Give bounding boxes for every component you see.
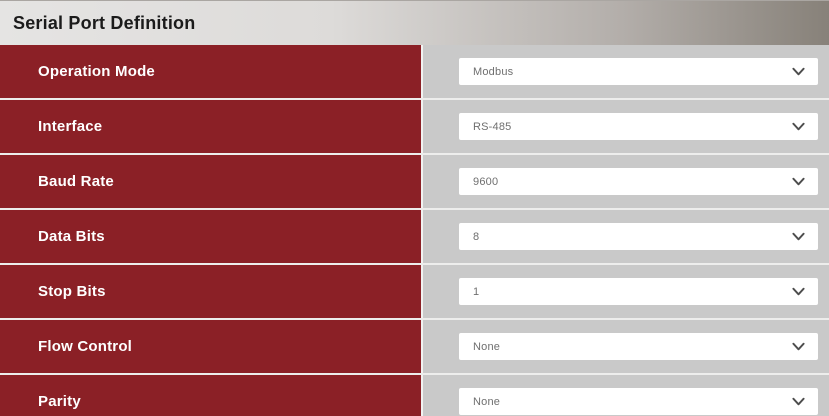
row-label: Stop Bits [38,283,106,300]
interface-select[interactable]: RS-485 [459,113,818,140]
flow-control-select[interactable]: None [459,333,818,360]
chevron-down-icon [792,287,805,296]
chevron-down-icon [792,232,805,241]
row-label: Flow Control [38,338,133,355]
selected-value: None [473,340,501,353]
page-header: Serial Port Definition [0,0,829,45]
row-interface: Interface RS-485 [0,100,829,153]
chevron-down-icon [792,342,805,351]
page-title: Serial Port Definition [13,12,196,33]
row-data-bits: Data Bits 8 [0,210,829,263]
row-control-cell: None [423,320,829,373]
chevron-down-icon [792,67,805,76]
selected-value: 1 [473,285,480,298]
operation-mode-select[interactable]: Modbus [459,58,818,85]
vertical-divider [421,45,423,98]
row-label: Data Bits [38,228,105,245]
row-label-cell: Flow Control [0,320,421,373]
row-control-cell: 8 [423,210,829,263]
row-control-cell: 1 [423,265,829,318]
row-parity: Parity None [0,375,829,416]
row-flow-control: Flow Control None [0,320,829,373]
row-label: Parity [38,393,81,410]
row-stop-bits: Stop Bits 1 [0,265,829,318]
selected-value: RS-485 [473,120,512,133]
row-operation-mode: Operation Mode Modbus [0,45,829,98]
row-label-cell: Data Bits [0,210,421,263]
row-label: Interface [38,118,103,135]
row-label-cell: Baud Rate [0,155,421,208]
row-label: Operation Mode [38,63,155,80]
row-label-cell: Parity [0,375,421,416]
row-control-cell: 9600 [423,155,829,208]
stop-bits-select[interactable]: 1 [459,278,818,305]
selected-value: None [473,395,501,408]
row-label-cell: Interface [0,100,421,153]
row-control-cell: Modbus [423,45,829,98]
parity-select[interactable]: None [459,388,818,415]
row-label-cell: Stop Bits [0,265,421,318]
baud-rate-select[interactable]: 9600 [459,168,818,195]
chevron-down-icon [792,397,805,406]
vertical-divider [421,155,423,208]
vertical-divider [421,210,423,263]
vertical-divider [421,265,423,318]
chevron-down-icon [792,122,805,131]
vertical-divider [421,320,423,373]
vertical-divider [421,375,423,416]
row-baud-rate: Baud Rate 9600 [0,155,829,208]
selected-value: 9600 [473,175,499,188]
settings-rows: Operation Mode Modbus Interface RS-485 [0,45,829,416]
row-control-cell: RS-485 [423,100,829,153]
row-label: Baud Rate [38,173,114,190]
chevron-down-icon [792,177,805,186]
row-control-cell: None [423,375,829,416]
row-label-cell: Operation Mode [0,45,421,98]
vertical-divider [421,100,423,153]
selected-value: 8 [473,230,480,243]
selected-value: Modbus [473,65,514,78]
data-bits-select[interactable]: 8 [459,223,818,250]
